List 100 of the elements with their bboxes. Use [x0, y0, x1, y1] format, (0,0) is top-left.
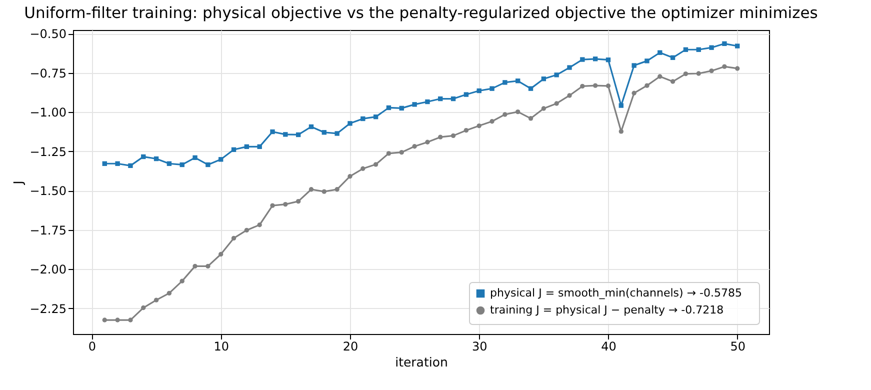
point	[322, 189, 326, 194]
point	[373, 162, 378, 167]
y-tick-label: −0.50	[30, 27, 66, 42]
point	[502, 112, 508, 117]
point	[476, 123, 482, 128]
point	[308, 124, 314, 130]
point	[502, 80, 508, 85]
point	[128, 318, 133, 322]
point	[567, 93, 572, 98]
point	[541, 106, 546, 111]
point	[528, 116, 534, 121]
point	[141, 154, 146, 160]
point	[516, 109, 520, 114]
point	[412, 102, 417, 107]
legend-label: training J = physical J − penalty → -0.7218	[490, 304, 724, 316]
point	[231, 236, 236, 241]
point	[206, 264, 210, 269]
point	[476, 88, 482, 94]
point	[541, 76, 546, 82]
x-tick-label: 20	[342, 340, 358, 354]
point	[244, 144, 250, 150]
point	[722, 41, 727, 46]
point	[592, 83, 598, 88]
y-tick-label: −1.75	[30, 223, 66, 238]
point	[618, 103, 624, 108]
point	[283, 202, 288, 207]
point	[270, 129, 275, 134]
point	[554, 72, 559, 78]
point	[528, 86, 534, 91]
point	[670, 55, 676, 60]
point	[683, 71, 688, 76]
point	[722, 64, 727, 69]
y-tick-label: −1.00	[30, 106, 66, 120]
point	[115, 161, 120, 166]
point	[334, 187, 340, 192]
point	[735, 66, 740, 71]
x-tick-label: 0	[88, 340, 96, 354]
x-tick-label: 40	[601, 340, 616, 354]
point	[464, 128, 469, 133]
legend-label: physical J = smooth_min(channels) → -0.5785	[490, 286, 742, 300]
point	[606, 57, 611, 62]
point	[296, 132, 301, 138]
point	[102, 161, 107, 166]
point	[180, 278, 184, 284]
point	[644, 83, 650, 88]
point	[658, 74, 662, 79]
point	[360, 116, 366, 122]
point	[580, 84, 585, 89]
point	[257, 222, 262, 228]
point	[554, 101, 559, 106]
point	[115, 318, 120, 322]
y-axis-title: J	[10, 180, 26, 186]
point	[580, 57, 585, 62]
point	[180, 162, 184, 168]
x-tick-label: 30	[472, 340, 488, 354]
chart-title: Uniform-filter training: physical objective vs the penalty-regularized objective the optimizer minimizes	[24, 4, 818, 22]
point	[438, 96, 443, 102]
point	[450, 96, 456, 102]
point	[348, 174, 352, 179]
point	[606, 84, 611, 88]
y-tick-label: −1.50	[30, 184, 66, 198]
y-tick-label: −2.00	[30, 262, 66, 277]
x-tick-label: 50	[730, 340, 746, 354]
point	[154, 298, 159, 302]
point	[632, 63, 636, 68]
point	[386, 105, 392, 110]
point	[464, 92, 469, 97]
point	[386, 151, 392, 156]
point	[270, 203, 275, 208]
point	[696, 47, 701, 52]
point	[658, 50, 662, 55]
point	[709, 45, 714, 50]
point	[206, 162, 210, 168]
point	[128, 163, 133, 168]
point	[348, 121, 352, 126]
point	[735, 44, 740, 48]
point	[218, 252, 224, 257]
point	[632, 90, 636, 96]
point	[567, 65, 572, 70]
x-axis-title: iteration	[395, 354, 448, 370]
point	[618, 129, 624, 134]
point	[360, 166, 366, 171]
point	[670, 79, 676, 84]
point	[412, 144, 417, 149]
y-tick-label: −0.75	[30, 66, 66, 80]
point	[516, 78, 520, 84]
point	[102, 318, 107, 322]
point	[709, 68, 714, 74]
point	[244, 228, 250, 233]
point	[334, 131, 340, 136]
point	[425, 99, 430, 104]
point	[490, 86, 494, 91]
point	[296, 198, 301, 204]
point	[192, 155, 198, 160]
point	[166, 290, 172, 296]
point	[683, 47, 688, 52]
point	[141, 305, 146, 310]
point	[373, 114, 378, 120]
point	[490, 119, 494, 124]
point	[322, 130, 326, 135]
